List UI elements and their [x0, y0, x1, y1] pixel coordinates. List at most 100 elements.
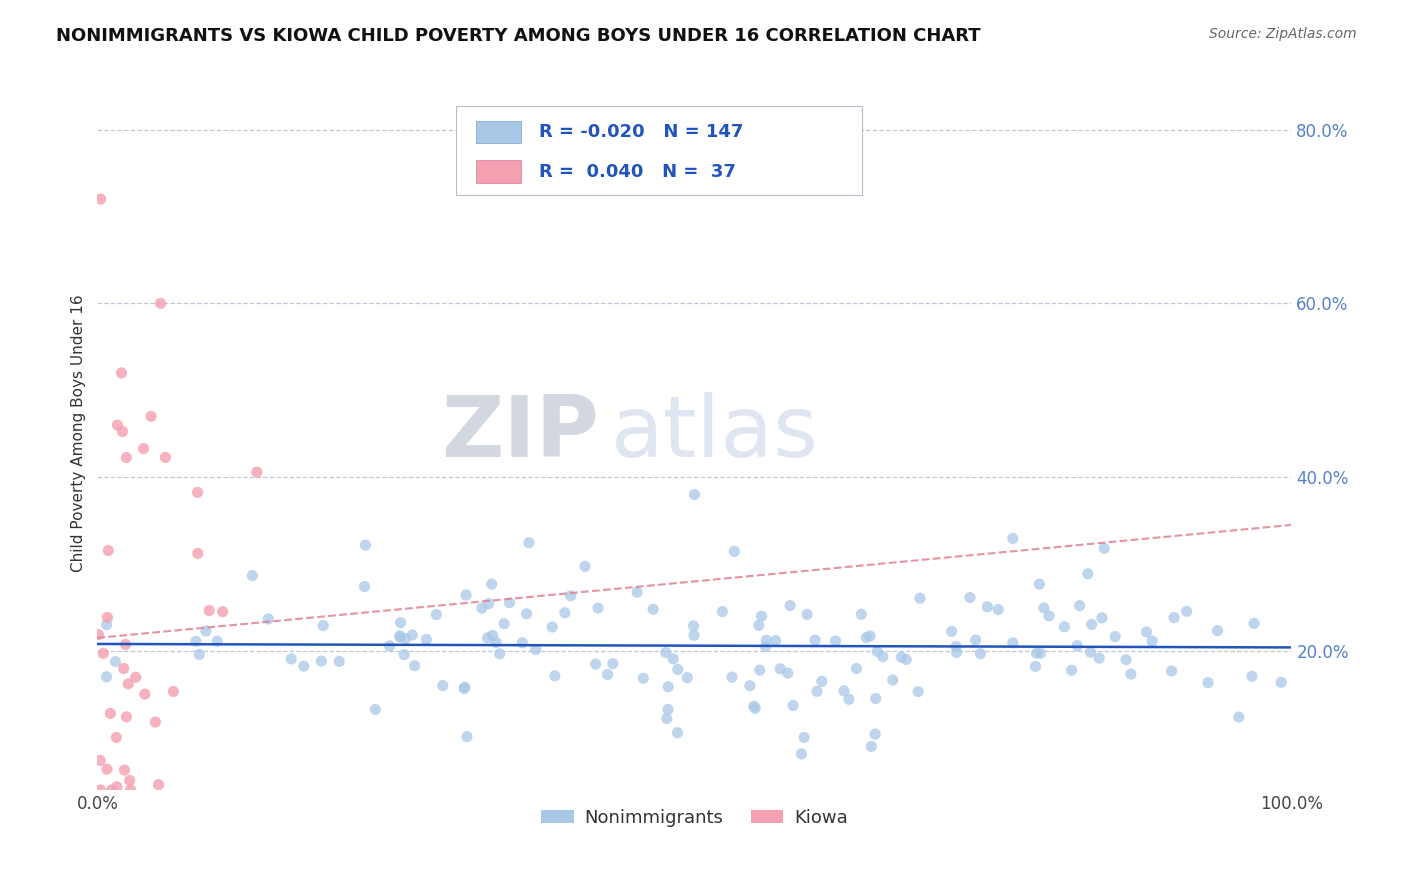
Point: [425, 607, 447, 622]
Point: [118, 773, 141, 788]
Point: [1024, 659, 1046, 673]
Point: [112, 661, 135, 675]
Point: [311, 654, 333, 668]
Point: [1175, 604, 1198, 618]
Point: [392, 648, 415, 662]
Point: [1069, 599, 1091, 613]
Point: [378, 639, 401, 653]
Point: [91, 646, 114, 660]
Text: R =  0.040   N =  37: R = 0.040 N = 37: [538, 162, 737, 181]
Point: [280, 652, 302, 666]
Point: [184, 634, 207, 648]
Point: [453, 681, 475, 696]
Point: [560, 589, 582, 603]
Point: [498, 596, 520, 610]
Point: [1028, 577, 1050, 591]
Point: [481, 577, 503, 591]
Point: [388, 629, 411, 643]
Point: [1080, 645, 1102, 659]
Point: [364, 702, 387, 716]
Point: [1115, 652, 1137, 666]
Point: [456, 730, 478, 744]
Point: [776, 666, 799, 681]
Point: [395, 632, 418, 646]
Point: [1119, 667, 1142, 681]
Point: [855, 631, 877, 645]
Point: [793, 731, 815, 745]
Point: [477, 631, 499, 645]
Point: [149, 296, 172, 310]
Point: [790, 747, 813, 761]
Point: [838, 692, 860, 706]
Point: [478, 597, 501, 611]
Point: [125, 670, 148, 684]
Point: [512, 636, 534, 650]
Point: [945, 645, 967, 659]
Point: [312, 618, 335, 632]
Point: [863, 727, 886, 741]
Point: [1197, 675, 1219, 690]
Point: [1091, 611, 1114, 625]
Point: [162, 684, 184, 698]
Point: [1135, 624, 1157, 639]
Point: [481, 628, 503, 642]
Point: [188, 648, 211, 662]
FancyBboxPatch shape: [475, 161, 522, 183]
Point: [832, 683, 855, 698]
Point: [143, 714, 166, 729]
Point: [105, 780, 128, 794]
Point: [96, 610, 118, 624]
Point: [602, 657, 624, 671]
Point: [389, 630, 412, 644]
Point: [117, 677, 139, 691]
Point: [682, 619, 704, 633]
Point: [89, 753, 111, 767]
Point: [959, 591, 981, 605]
Point: [723, 544, 745, 558]
Point: [198, 603, 221, 617]
Point: [574, 559, 596, 574]
Point: [517, 535, 540, 549]
Point: [120, 783, 142, 797]
Point: [806, 684, 828, 698]
Point: [454, 588, 477, 602]
Point: [354, 538, 377, 552]
Y-axis label: Child Poverty Among Boys Under 16: Child Poverty Among Boys Under 16: [72, 295, 86, 573]
Point: [89, 783, 111, 797]
Point: [779, 599, 801, 613]
Point: [485, 635, 508, 649]
Point: [105, 731, 128, 745]
Point: [114, 637, 136, 651]
Point: [105, 418, 128, 433]
Point: [187, 485, 209, 500]
Point: [1160, 664, 1182, 678]
Point: [683, 628, 706, 642]
Point: [721, 670, 744, 684]
Point: [890, 650, 912, 665]
Point: [796, 607, 818, 622]
Text: atlas: atlas: [610, 392, 818, 475]
Text: ZIP: ZIP: [441, 392, 599, 475]
Point: [945, 640, 967, 654]
Point: [1104, 630, 1126, 644]
Point: [194, 624, 217, 638]
Point: [1092, 541, 1115, 556]
Point: [1240, 669, 1263, 683]
Point: [132, 442, 155, 456]
Point: [824, 634, 846, 648]
Point: [683, 487, 706, 501]
Point: [1270, 675, 1292, 690]
Point: [148, 778, 170, 792]
Point: [742, 699, 765, 714]
Point: [1001, 636, 1024, 650]
Point: [96, 617, 118, 632]
Point: [738, 679, 761, 693]
Point: [1088, 651, 1111, 665]
Point: [240, 568, 263, 582]
Text: R = -0.020   N = 147: R = -0.020 N = 147: [538, 123, 744, 141]
Point: [666, 662, 689, 676]
Point: [554, 606, 576, 620]
Point: [882, 673, 904, 687]
Point: [633, 671, 655, 685]
Point: [1025, 646, 1047, 660]
